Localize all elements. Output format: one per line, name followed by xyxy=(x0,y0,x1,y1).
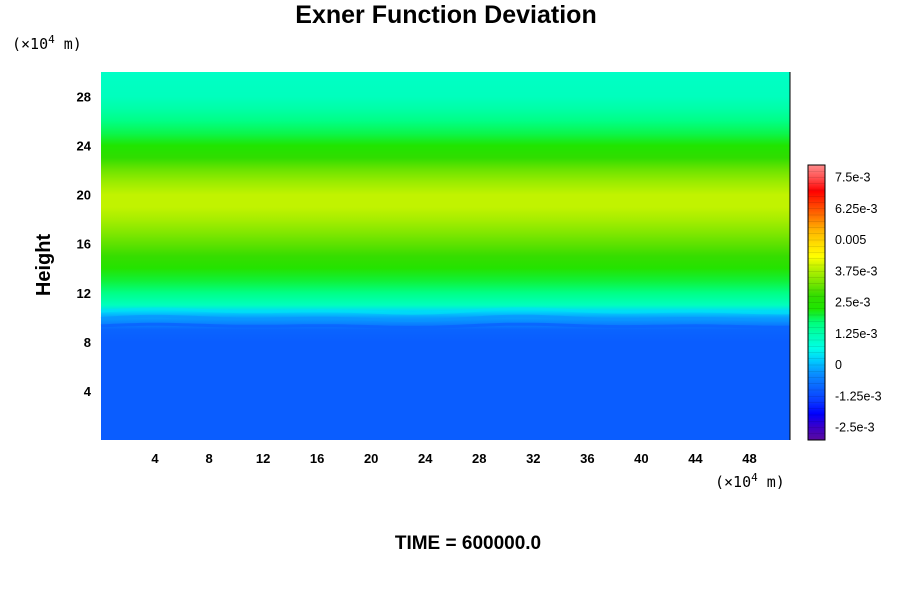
time-label: TIME = 600000.0 xyxy=(395,533,541,554)
x-unit-label: (×104 m) xyxy=(715,471,785,491)
colorbar-tick-label: 3.75e-3 xyxy=(835,264,877,278)
y-tick-labels: 4 8 12 16 20 24 28 xyxy=(77,90,92,399)
x-tick-label: 20 xyxy=(364,451,378,466)
x-tick-label: 16 xyxy=(310,451,324,466)
x-tick-label: 36 xyxy=(580,451,594,466)
y-tick-label: 12 xyxy=(77,286,91,301)
colorbar-tick-label: 0 xyxy=(835,358,842,372)
y-tick-label: 16 xyxy=(77,237,91,252)
contour-line xyxy=(100,314,790,322)
colorbar-tick-label: 7.5e-3 xyxy=(835,171,870,185)
colorbar-tick-labels: -2.5e-3 -1.25e-3 0 1.25e-3 2.5e-3 3.75e-3 0.00… xyxy=(835,171,882,435)
x-tick-labels: 4 8 12 16 20 24 28 32 36 40 44 48 xyxy=(151,451,756,466)
colorbar-tick-label: 1.25e-3 xyxy=(835,327,877,341)
x-tick-label: 28 xyxy=(472,451,486,466)
x-tick-label: 40 xyxy=(634,451,648,466)
y-unit-label: (×104 m) xyxy=(12,33,82,53)
x-tick-label: 44 xyxy=(688,451,703,466)
x-tick-label: 48 xyxy=(742,451,756,466)
x-tick-label: 24 xyxy=(418,451,433,466)
x-tick-label: 32 xyxy=(526,451,540,466)
colorbar-tick-label: 2.5e-3 xyxy=(835,296,870,310)
y-tick-label: 8 xyxy=(84,335,91,350)
colorbar-tick-label: 6.25e-3 xyxy=(835,202,877,216)
y-tick-label: 24 xyxy=(77,139,92,154)
colorbar-tick-label: 0.005 xyxy=(835,233,866,247)
colorbar xyxy=(807,164,826,441)
colorbar-level-lines xyxy=(808,170,825,435)
x-tick-label: 4 xyxy=(151,451,159,466)
plot-field xyxy=(101,72,790,440)
y-tick-label: 20 xyxy=(77,188,91,203)
x-tick-label: 8 xyxy=(205,451,212,466)
contour-line xyxy=(100,307,791,315)
y-tick-label: 28 xyxy=(77,90,91,105)
colorbar-tick-label: -2.5e-3 xyxy=(835,421,875,435)
chart-title: Exner Function Deviation xyxy=(295,1,596,29)
y-axis-label: Height xyxy=(33,234,55,297)
field-contour-waves xyxy=(100,307,791,329)
y-tick-label: 4 xyxy=(84,384,92,399)
colorbar-tick-label: -1.25e-3 xyxy=(835,389,882,403)
x-tick-label: 12 xyxy=(256,451,270,466)
contour-line xyxy=(100,322,791,329)
